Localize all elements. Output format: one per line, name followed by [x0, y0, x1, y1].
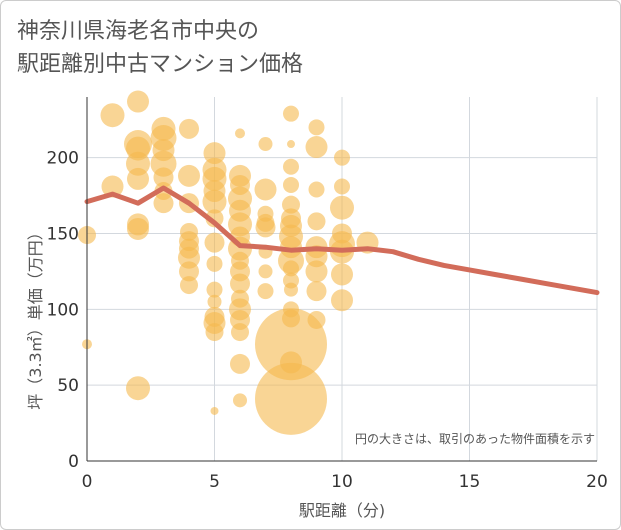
bubble-point	[101, 175, 124, 198]
bubble-point	[258, 137, 273, 152]
bubble-point	[306, 281, 327, 302]
x-tick-label: 15	[459, 472, 481, 492]
bubble-point	[284, 282, 298, 297]
bubble-point	[127, 217, 149, 240]
trend-line	[84, 185, 600, 296]
bubble-point	[204, 232, 225, 253]
bubble-point	[283, 260, 299, 277]
bubble-point	[257, 283, 274, 300]
bubble-point	[180, 276, 198, 295]
bubble-point	[205, 323, 224, 342]
bubble-point	[100, 103, 125, 128]
bubble-point	[206, 281, 223, 298]
chart-title-line2: 駅距離別中古マンション価格	[17, 52, 304, 77]
bubble-point	[179, 261, 199, 282]
axes	[86, 97, 597, 462]
bubble-point	[205, 209, 224, 228]
bubble-point	[230, 273, 250, 294]
bubble-point	[305, 260, 328, 283]
bubble-point	[127, 90, 149, 113]
bubble-point	[207, 294, 222, 309]
bubble-point	[153, 167, 174, 188]
y-tick-label: 0	[68, 452, 79, 472]
bubble-point	[330, 195, 354, 220]
chart-title: 神奈川県海老名市中央の 駅距離別中古マンション価格	[17, 15, 303, 81]
bubble-point	[283, 176, 299, 193]
y-tick-label: 200	[47, 149, 79, 169]
y-tick-labels: 0 50 100 150 200	[47, 149, 79, 472]
bubble-point	[178, 164, 200, 187]
size-legend-note: 円の大きさは、取引のあった物件面積を示す	[355, 431, 595, 446]
bubble-point	[334, 178, 350, 195]
bubble-point	[334, 149, 350, 166]
x-tick-label: 10	[331, 472, 353, 492]
bubble-point	[331, 263, 353, 286]
bubble-point	[203, 142, 226, 165]
bubble-point	[287, 140, 295, 149]
bubble-point	[283, 105, 299, 122]
bubble-point	[231, 323, 249, 342]
bubble-point	[308, 119, 325, 136]
bubble-point	[230, 353, 250, 374]
bubble-point	[179, 118, 199, 139]
bubble-point	[307, 310, 326, 329]
y-tick-label: 100	[47, 300, 79, 320]
x-tick-label: 0	[82, 472, 93, 492]
bubble-series	[78, 90, 379, 435]
x-tick-labels: 0 5 10 15 20	[82, 472, 608, 492]
bubble-point	[331, 289, 353, 312]
bubble-point	[202, 189, 227, 214]
bubble-point	[254, 178, 277, 201]
bubble-point	[126, 376, 150, 401]
y-axis-title: 坪（3.3㎡）単価（万円）	[26, 224, 45, 409]
chart-title-line1: 神奈川県海老名市中央の	[17, 19, 260, 44]
bubble-point	[258, 264, 273, 279]
x-tick-label: 20	[586, 472, 608, 492]
bubble-point	[305, 136, 328, 159]
bubble-point	[235, 128, 245, 139]
bubble-point	[282, 195, 300, 214]
bubble-point	[210, 406, 219, 415]
bubble-point	[206, 255, 223, 272]
x-axis-title: 駅距離（分)	[299, 501, 385, 520]
bubble-point	[308, 181, 325, 198]
bubble-point	[233, 393, 247, 408]
y-tick-label: 150	[47, 225, 79, 245]
bubble-point	[255, 217, 276, 238]
y-tick-label: 50	[57, 376, 79, 396]
bubble-point	[255, 362, 327, 435]
bubble-point	[127, 167, 149, 190]
x-tick-label: 5	[209, 472, 220, 492]
bubble-point	[283, 158, 299, 175]
bubble-point	[255, 308, 327, 381]
bubble-point	[153, 193, 174, 214]
bubble-point	[307, 212, 326, 231]
